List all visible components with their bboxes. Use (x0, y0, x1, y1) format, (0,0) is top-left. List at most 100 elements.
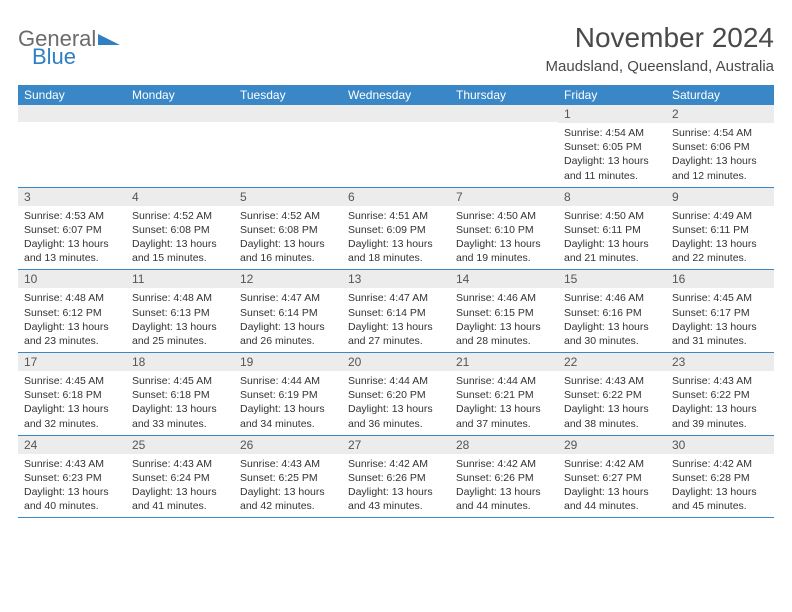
calendar-day-cell: 5Sunrise: 4:52 AMSunset: 6:08 PMDaylight… (234, 188, 342, 270)
weekday-header: Tuesday (234, 85, 342, 105)
calendar-day-cell: 26Sunrise: 4:43 AMSunset: 6:25 PMDayligh… (234, 436, 342, 518)
day-number: 12 (234, 270, 342, 288)
day-number: 26 (234, 436, 342, 454)
day-number: 14 (450, 270, 558, 288)
day-number: 13 (342, 270, 450, 288)
calendar-day-cell (126, 105, 234, 187)
day-details: Sunrise: 4:53 AMSunset: 6:07 PMDaylight:… (18, 206, 126, 270)
weekday-header: Monday (126, 85, 234, 105)
calendar-week-row: 10Sunrise: 4:48 AMSunset: 6:12 PMDayligh… (18, 270, 774, 353)
calendar-day-cell: 28Sunrise: 4:42 AMSunset: 6:26 PMDayligh… (450, 436, 558, 518)
calendar-day-cell: 15Sunrise: 4:46 AMSunset: 6:16 PMDayligh… (558, 270, 666, 352)
calendar-week-row: 17Sunrise: 4:45 AMSunset: 6:18 PMDayligh… (18, 353, 774, 436)
day-number: 23 (666, 353, 774, 371)
day-number: 1 (558, 105, 666, 123)
calendar-week-row: 3Sunrise: 4:53 AMSunset: 6:07 PMDaylight… (18, 188, 774, 271)
calendar-day-cell: 1Sunrise: 4:54 AMSunset: 6:05 PMDaylight… (558, 105, 666, 187)
day-details: Sunrise: 4:42 AMSunset: 6:26 PMDaylight:… (342, 454, 450, 518)
day-number: 8 (558, 188, 666, 206)
month-title: November 2024 (546, 22, 774, 54)
logo: General Blue (18, 22, 120, 68)
day-details: Sunrise: 4:44 AMSunset: 6:21 PMDaylight:… (450, 371, 558, 435)
calendar-week-row: 1Sunrise: 4:54 AMSunset: 6:05 PMDaylight… (18, 105, 774, 188)
day-details: Sunrise: 4:46 AMSunset: 6:16 PMDaylight:… (558, 288, 666, 352)
day-details: Sunrise: 4:47 AMSunset: 6:14 PMDaylight:… (234, 288, 342, 352)
day-number: 11 (126, 270, 234, 288)
day-details: Sunrise: 4:50 AMSunset: 6:11 PMDaylight:… (558, 206, 666, 270)
calendar-day-cell: 4Sunrise: 4:52 AMSunset: 6:08 PMDaylight… (126, 188, 234, 270)
day-number: 25 (126, 436, 234, 454)
day-number (126, 105, 234, 122)
day-number: 4 (126, 188, 234, 206)
calendar-day-cell: 6Sunrise: 4:51 AMSunset: 6:09 PMDaylight… (342, 188, 450, 270)
day-number: 6 (342, 188, 450, 206)
day-details: Sunrise: 4:43 AMSunset: 6:22 PMDaylight:… (666, 371, 774, 435)
day-number: 3 (18, 188, 126, 206)
day-details: Sunrise: 4:49 AMSunset: 6:11 PMDaylight:… (666, 206, 774, 270)
weekday-header: Wednesday (342, 85, 450, 105)
day-details: Sunrise: 4:54 AMSunset: 6:06 PMDaylight:… (666, 123, 774, 187)
day-details: Sunrise: 4:42 AMSunset: 6:28 PMDaylight:… (666, 454, 774, 518)
day-number: 15 (558, 270, 666, 288)
day-details: Sunrise: 4:52 AMSunset: 6:08 PMDaylight:… (126, 206, 234, 270)
day-details: Sunrise: 4:51 AMSunset: 6:09 PMDaylight:… (342, 206, 450, 270)
calendar-day-cell: 10Sunrise: 4:48 AMSunset: 6:12 PMDayligh… (18, 270, 126, 352)
calendar-day-cell: 24Sunrise: 4:43 AMSunset: 6:23 PMDayligh… (18, 436, 126, 518)
day-details: Sunrise: 4:45 AMSunset: 6:18 PMDaylight:… (126, 371, 234, 435)
day-number: 2 (666, 105, 774, 123)
calendar-day-cell: 25Sunrise: 4:43 AMSunset: 6:24 PMDayligh… (126, 436, 234, 518)
day-number: 17 (18, 353, 126, 371)
day-number: 7 (450, 188, 558, 206)
calendar-day-cell: 3Sunrise: 4:53 AMSunset: 6:07 PMDaylight… (18, 188, 126, 270)
day-details: Sunrise: 4:54 AMSunset: 6:05 PMDaylight:… (558, 123, 666, 187)
day-number (450, 105, 558, 122)
calendar-day-cell: 8Sunrise: 4:50 AMSunset: 6:11 PMDaylight… (558, 188, 666, 270)
weekday-header: Thursday (450, 85, 558, 105)
day-details: Sunrise: 4:42 AMSunset: 6:26 PMDaylight:… (450, 454, 558, 518)
day-details: Sunrise: 4:43 AMSunset: 6:24 PMDaylight:… (126, 454, 234, 518)
day-details: Sunrise: 4:44 AMSunset: 6:19 PMDaylight:… (234, 371, 342, 435)
calendar-day-cell: 13Sunrise: 4:47 AMSunset: 6:14 PMDayligh… (342, 270, 450, 352)
day-details: Sunrise: 4:47 AMSunset: 6:14 PMDaylight:… (342, 288, 450, 352)
day-number: 19 (234, 353, 342, 371)
day-details: Sunrise: 4:46 AMSunset: 6:15 PMDaylight:… (450, 288, 558, 352)
calendar-week-row: 24Sunrise: 4:43 AMSunset: 6:23 PMDayligh… (18, 436, 774, 519)
day-number: 18 (126, 353, 234, 371)
calendar-day-cell: 20Sunrise: 4:44 AMSunset: 6:20 PMDayligh… (342, 353, 450, 435)
day-number: 22 (558, 353, 666, 371)
location: Maudsland, Queensland, Australia (546, 58, 774, 75)
day-number: 9 (666, 188, 774, 206)
calendar-day-cell: 14Sunrise: 4:46 AMSunset: 6:15 PMDayligh… (450, 270, 558, 352)
calendar-day-cell (18, 105, 126, 187)
calendar-day-cell: 27Sunrise: 4:42 AMSunset: 6:26 PMDayligh… (342, 436, 450, 518)
calendar-day-cell: 9Sunrise: 4:49 AMSunset: 6:11 PMDaylight… (666, 188, 774, 270)
calendar-day-cell (450, 105, 558, 187)
day-details: Sunrise: 4:44 AMSunset: 6:20 PMDaylight:… (342, 371, 450, 435)
calendar-day-cell: 19Sunrise: 4:44 AMSunset: 6:19 PMDayligh… (234, 353, 342, 435)
day-details: Sunrise: 4:48 AMSunset: 6:13 PMDaylight:… (126, 288, 234, 352)
day-number: 29 (558, 436, 666, 454)
day-number (18, 105, 126, 122)
calendar: SundayMondayTuesdayWednesdayThursdayFrid… (18, 85, 774, 518)
calendar-day-cell: 18Sunrise: 4:45 AMSunset: 6:18 PMDayligh… (126, 353, 234, 435)
day-number: 20 (342, 353, 450, 371)
day-details: Sunrise: 4:43 AMSunset: 6:22 PMDaylight:… (558, 371, 666, 435)
day-number: 21 (450, 353, 558, 371)
day-details: Sunrise: 4:52 AMSunset: 6:08 PMDaylight:… (234, 206, 342, 270)
day-details: Sunrise: 4:45 AMSunset: 6:18 PMDaylight:… (18, 371, 126, 435)
header: General Blue November 2024 Maudsland, Qu… (18, 22, 774, 75)
day-number (234, 105, 342, 122)
day-number: 27 (342, 436, 450, 454)
day-number: 10 (18, 270, 126, 288)
day-details: Sunrise: 4:43 AMSunset: 6:25 PMDaylight:… (234, 454, 342, 518)
day-number (342, 105, 450, 122)
day-details: Sunrise: 4:45 AMSunset: 6:17 PMDaylight:… (666, 288, 774, 352)
calendar-day-cell: 12Sunrise: 4:47 AMSunset: 6:14 PMDayligh… (234, 270, 342, 352)
weekday-header: Saturday (666, 85, 774, 105)
day-number: 5 (234, 188, 342, 206)
calendar-day-cell: 7Sunrise: 4:50 AMSunset: 6:10 PMDaylight… (450, 188, 558, 270)
calendar-day-cell (342, 105, 450, 187)
day-number: 16 (666, 270, 774, 288)
calendar-day-cell: 17Sunrise: 4:45 AMSunset: 6:18 PMDayligh… (18, 353, 126, 435)
calendar-day-cell (234, 105, 342, 187)
